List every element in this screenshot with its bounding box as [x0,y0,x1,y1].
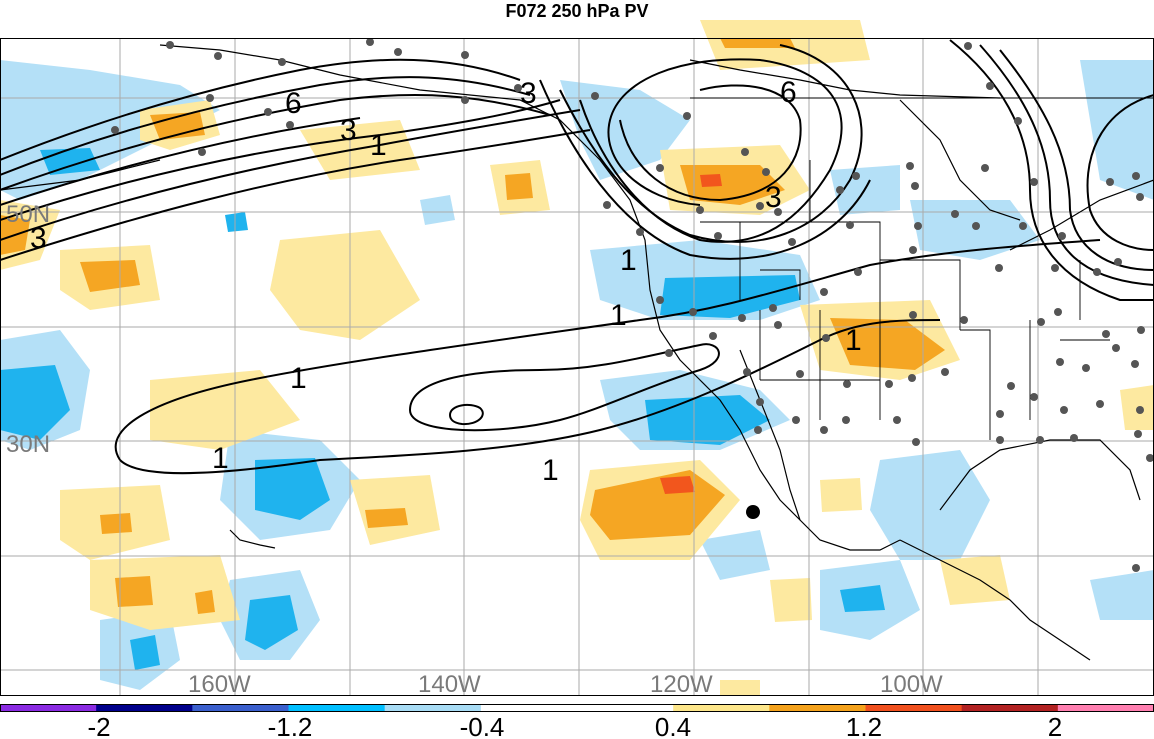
station-dots [111,38,1154,572]
colorbar-label: -0.4 [460,712,505,739]
colorbar-label: 1.2 [846,712,882,739]
colorbar-swatch [1057,704,1154,712]
lon-label-120w: 120W [650,671,713,698]
negative-pv-mid-areas [0,148,885,670]
colorbar-label: -2 [87,712,110,739]
colorbar-swatch [577,704,674,712]
colorbar [0,704,1154,712]
colorbar-swatch [480,704,578,712]
colorbar-swatch [865,704,963,712]
contour-label: 6 [780,76,797,109]
contour-labels: 1 1 1 1 1 1 1 3 3 3 3 6 6 [30,76,862,487]
map-title: F072 250 hPa PV [505,1,649,21]
lat-label-30n: 30N [6,431,50,458]
colorbar-swatch [288,704,386,712]
colorbar-label: 0.4 [655,712,691,739]
colorbar-swatch [673,704,770,712]
contour-label: 3 [30,222,47,255]
contour-label: 1 [212,442,229,475]
colorbar-swatch [96,704,193,712]
contour-label: 1 [290,362,307,395]
pv-contours [0,39,1154,475]
lon-label-160w: 160W [188,671,251,698]
contour-label: 1 [610,299,627,332]
contour-label: 3 [520,77,537,110]
colorbar-swatch [0,704,97,712]
contour-label: 6 [285,87,302,120]
lat-label-50n: 50N [6,201,50,228]
contour-label: 1 [542,454,559,487]
lon-label-100w: 100W [880,671,943,698]
contour-label: 1 [845,324,862,357]
contour-label: 1 [620,244,637,277]
state-borders [690,97,1154,440]
contour-label: 1 [370,129,387,162]
colorbar-swatch [961,704,1059,712]
positive-pv-high-areas [660,174,722,494]
colorbar-labels: -2 -1.2 -0.4 0.4 1.2 2 [87,712,1062,739]
contour-label: 3 [765,181,782,214]
colorbar-label: 2 [1048,712,1062,739]
lon-label-140w: 140W [418,671,481,698]
colorbar-label: -1.2 [268,712,313,739]
colorbar-swatch [384,704,482,712]
storm-center-marker [746,505,760,519]
contour-label: 3 [340,114,357,147]
graticule [0,38,1154,695]
colorbar-swatch [192,704,289,712]
colorbar-swatch [769,704,866,712]
